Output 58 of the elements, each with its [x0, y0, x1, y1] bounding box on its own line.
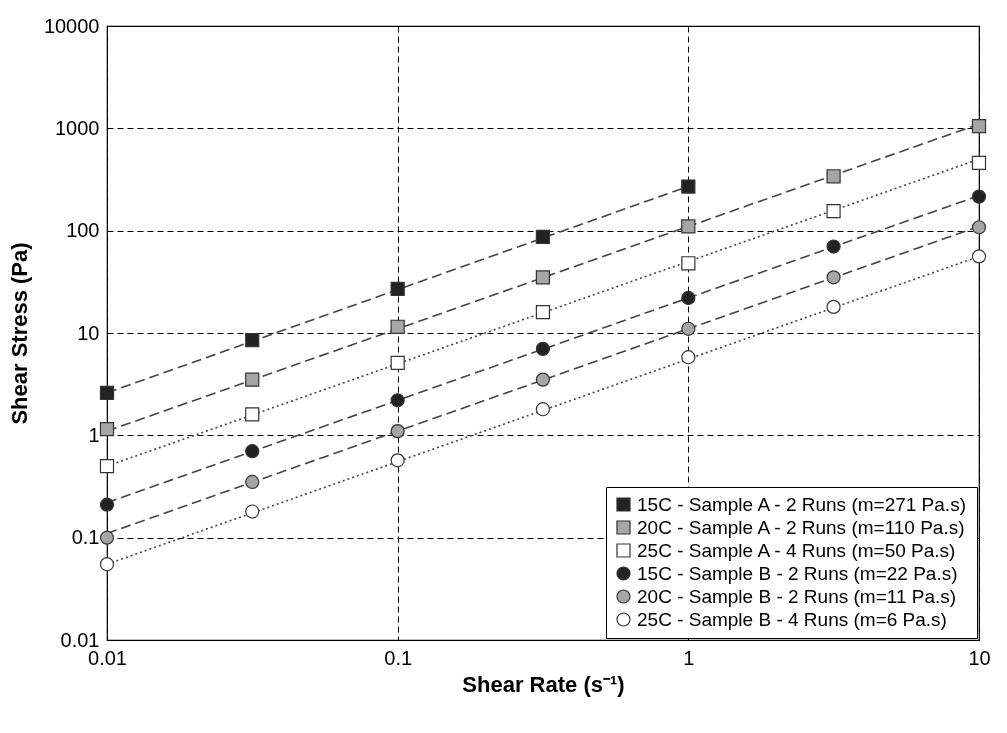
- point: [245, 333, 260, 348]
- point: [99, 459, 115, 474]
- x-tick-label: 1: [683, 646, 695, 669]
- point: [99, 497, 115, 512]
- x-axis-title: Shear Rate (s⁻¹): [462, 671, 625, 697]
- point: [681, 321, 696, 336]
- point: [535, 341, 551, 356]
- legend-label: 20C - Sample A - 2 Runs (m=110 Pa.s): [637, 516, 965, 538]
- y-tick-label: 10: [77, 321, 100, 344]
- point: [681, 179, 696, 194]
- point: [971, 119, 987, 134]
- y-tick-label: 0.1: [71, 526, 100, 549]
- point: [245, 444, 260, 459]
- point: [535, 372, 551, 387]
- point: [390, 319, 405, 334]
- point: [245, 372, 260, 387]
- point: [681, 350, 696, 365]
- y-axis-title: Shear Stress (Pa): [6, 242, 32, 425]
- point: [971, 220, 987, 235]
- y-tick-label: 100: [66, 219, 100, 242]
- point: [99, 530, 115, 545]
- point: [245, 407, 260, 422]
- legend-label: 25C - Sample A - 4 Runs (m=50 Pa.s): [637, 539, 956, 561]
- point: [535, 304, 551, 320]
- point: [681, 219, 696, 234]
- legend-label: 15C - Sample B - 2 Runs (m=22 Pa.s): [637, 562, 958, 584]
- point: [826, 169, 841, 184]
- point: [971, 249, 987, 264]
- legend-label: 15C - Sample A - 2 Runs (m=271 Pa.s): [637, 493, 966, 515]
- point: [971, 189, 987, 204]
- point: [245, 474, 260, 490]
- point: [390, 453, 405, 468]
- point: [99, 422, 115, 437]
- point: [681, 256, 696, 271]
- y-tick-label: 1: [88, 423, 100, 446]
- point: [971, 155, 987, 170]
- legend-label: 20C - Sample B - 2 Runs (m=11 Pa.s): [637, 585, 957, 607]
- point: [390, 355, 405, 371]
- point: [535, 229, 551, 244]
- point: [826, 270, 841, 285]
- point: [99, 557, 115, 572]
- point: [681, 290, 696, 306]
- point: [826, 239, 841, 254]
- y-tick-label: 10000: [43, 14, 100, 37]
- point: [826, 299, 841, 314]
- point: [535, 270, 551, 285]
- point: [390, 281, 405, 296]
- x-tick-label: 0.1: [384, 646, 413, 669]
- point: [535, 402, 551, 417]
- point: [245, 504, 260, 519]
- legend-label: 25C - Sample B - 4 Runs (m=6 Pa.s): [637, 608, 947, 630]
- point: [390, 423, 405, 439]
- x-tick-label: 10: [968, 646, 991, 669]
- y-tick-label: 1000: [55, 116, 100, 139]
- y-tick-label: 0.01: [60, 628, 100, 651]
- point: [826, 204, 841, 219]
- point: [99, 385, 115, 400]
- point: [390, 393, 405, 408]
